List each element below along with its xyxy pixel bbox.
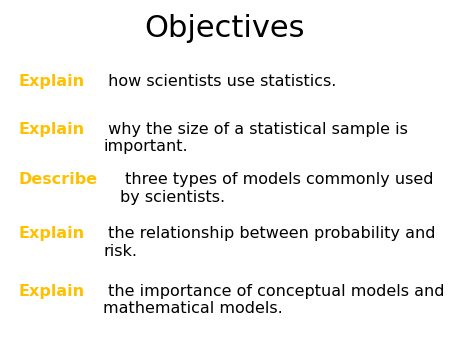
Text: the importance of conceptual models and
mathematical models.: the importance of conceptual models and …	[104, 284, 445, 316]
Text: Explain: Explain	[18, 226, 84, 241]
Text: Explain: Explain	[18, 122, 84, 137]
Text: the relationship between probability and
risk.: the relationship between probability and…	[104, 226, 436, 259]
Text: Explain: Explain	[18, 284, 84, 299]
Text: why the size of a statistical sample is
important.: why the size of a statistical sample is …	[104, 122, 408, 154]
Text: three types of models commonly used
by scientists.: three types of models commonly used by s…	[120, 172, 434, 205]
Text: Explain: Explain	[18, 74, 84, 89]
Text: Objectives: Objectives	[145, 14, 305, 43]
Text: Describe: Describe	[18, 172, 97, 187]
Text: how scientists use statistics.: how scientists use statistics.	[104, 74, 337, 89]
